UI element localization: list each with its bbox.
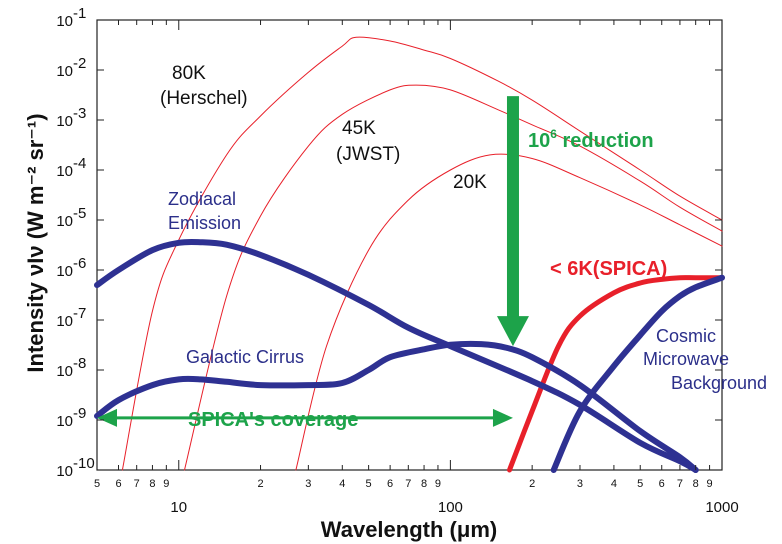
annotation-jwst: (JWST)	[336, 144, 400, 165]
annotation-zodiacal: Zodiacal	[168, 189, 236, 209]
x-minor-tick-label: 5	[94, 478, 100, 490]
y-tick-label: 10	[56, 63, 73, 80]
x-minor-tick-label: 5	[637, 478, 643, 490]
annotation-20k: 20K	[453, 172, 487, 193]
series-line-cosmic-microwave-background	[550, 274, 725, 473]
x-minor-tick-label: 9	[435, 478, 441, 490]
series-line-zodiacal-emission	[94, 238, 699, 473]
y-tick-exponent: -7	[73, 305, 86, 322]
x-major-tick-label: 100	[438, 499, 463, 516]
annotation-microwave: Microwave	[643, 349, 729, 369]
y-axis-title: Intensity νIν (W m⁻² sr⁻¹)	[23, 113, 48, 372]
annotation-herschel: (Herschel)	[160, 88, 248, 109]
annotation-reduction: 106 reduction	[528, 127, 654, 152]
series-line-80k-herschel	[121, 36, 723, 471]
series-line-45k-jwst	[184, 84, 723, 471]
x-minor-tick-label: 6	[659, 478, 665, 490]
x-minor-tick-label: 8	[421, 478, 427, 490]
x-minor-tick-label: 7	[405, 478, 411, 490]
annotation-45k: 45K	[342, 118, 376, 139]
y-tick-exponent: -4	[73, 155, 86, 172]
x-major-tick-label: 1000	[705, 499, 738, 516]
coverage-arrow-head-left	[97, 408, 117, 427]
y-tick-exponent: -9	[73, 405, 86, 422]
annotation-cosmic: Cosmic	[656, 326, 716, 346]
annotation-spica-coverage: SPICA's coverage	[188, 409, 358, 431]
x-minor-tick-label: 2	[529, 478, 535, 490]
series-line-20k	[295, 153, 723, 471]
x-minor-tick-label: 3	[305, 478, 311, 490]
plot-frame	[96, 19, 723, 471]
y-tick-exponent: -5	[73, 205, 86, 222]
reduction-arrow-head	[496, 316, 529, 347]
x-minor-tick-label: 2	[257, 478, 263, 490]
x-minor-tick-label: 9	[707, 478, 713, 490]
y-tick-exponent: -1	[73, 5, 86, 22]
x-minor-tick-label: 6	[115, 478, 121, 490]
y-tick-exponent: -6	[73, 255, 86, 272]
x-minor-tick-label: 4	[611, 478, 617, 490]
y-tick-label: 10	[56, 113, 73, 130]
x-minor-tick-label: 9	[163, 478, 169, 490]
annotation-galactic-cirrus: Galactic Cirrus	[186, 347, 304, 367]
x-minor-tick-label: 4	[339, 478, 345, 490]
annotation-emission: Emission	[168, 213, 241, 233]
series-layer	[94, 36, 725, 473]
x-minor-tick-label: 3	[577, 478, 583, 490]
y-tick-label: 10	[56, 463, 73, 480]
tick-layer: 10 -110 -210 -310 -410 -510 -610 -710 -810 -910 -1…	[56, 5, 738, 516]
x-minor-tick-label: 7	[134, 478, 140, 490]
y-tick-exponent: -2	[73, 55, 86, 72]
reduction-arrow-shaft	[506, 96, 519, 319]
y-tick-exponent: -3	[73, 105, 86, 122]
series-line-6k-spica	[507, 275, 725, 473]
x-axis-title: Wavelength (μm)	[321, 517, 497, 542]
annotation-background: Background	[671, 373, 767, 393]
x-minor-tick-label: 8	[149, 478, 155, 490]
x-major-tick-label: 10	[170, 499, 187, 516]
x-minor-tick-label: 5	[366, 478, 372, 490]
annotation-layer: 80K (Herschel) 45K (JWST) 20K Zodiacal Emissio…	[97, 63, 767, 431]
y-tick-exponent: -8	[73, 355, 86, 372]
x-minor-tick-label: 8	[693, 478, 699, 490]
annotation-80k: 80K	[172, 63, 206, 84]
annotation-spica-6k: < 6K(SPICA)	[550, 258, 667, 280]
y-tick-label: 10	[56, 413, 73, 430]
y-tick-label: 10	[56, 363, 73, 380]
x-minor-tick-label: 6	[387, 478, 393, 490]
coverage-arrow-head-right	[492, 408, 513, 427]
y-tick-label: 10	[56, 213, 73, 230]
plot-area	[96, 19, 723, 471]
x-minor-tick-label: 7	[677, 478, 683, 490]
y-tick-exponent: -10	[73, 455, 95, 472]
series-line-galactic-cirrus	[94, 340, 699, 473]
y-tick-label: 10	[56, 263, 73, 280]
y-tick-label: 10	[56, 163, 73, 180]
y-tick-label: 10	[56, 313, 73, 330]
y-tick-label: 10	[56, 13, 73, 30]
